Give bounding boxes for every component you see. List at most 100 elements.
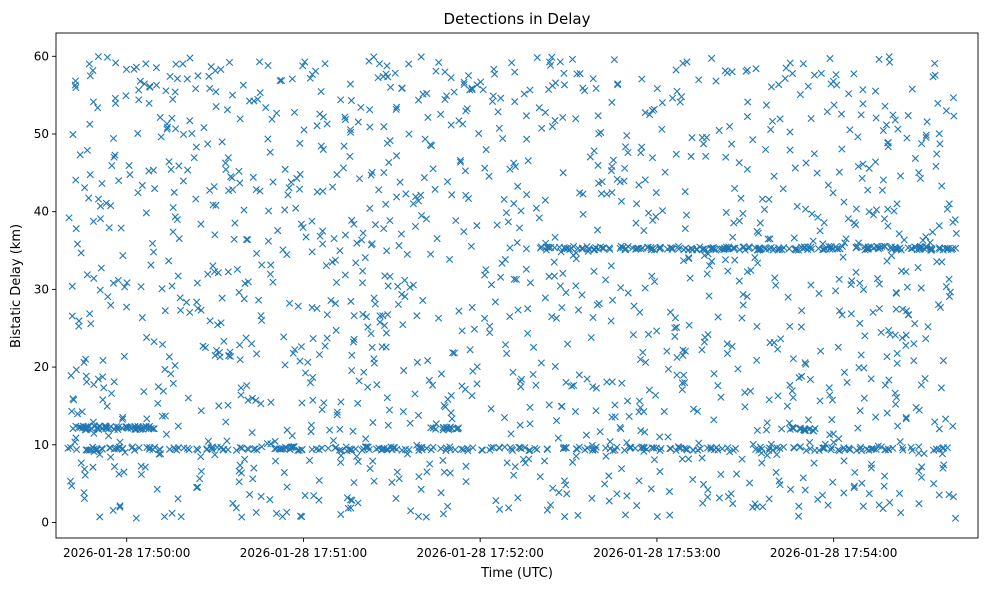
data-point bbox=[894, 125, 902, 133]
data-point bbox=[886, 330, 894, 339]
data-point bbox=[641, 428, 649, 436]
data-point bbox=[902, 341, 910, 349]
data-point bbox=[281, 165, 289, 173]
data-point bbox=[641, 358, 650, 366]
data-point bbox=[810, 459, 818, 467]
data-point bbox=[893, 349, 901, 358]
data-point bbox=[316, 232, 324, 240]
data-point bbox=[789, 355, 797, 363]
data-point bbox=[110, 463, 119, 471]
data-point bbox=[683, 446, 691, 454]
data-point bbox=[415, 472, 423, 481]
data-point bbox=[236, 341, 244, 349]
data-point bbox=[337, 398, 345, 406]
data-point bbox=[696, 445, 704, 453]
data-point bbox=[332, 278, 341, 287]
data-point bbox=[884, 138, 892, 147]
data-point bbox=[464, 71, 473, 80]
data-point bbox=[446, 469, 454, 477]
data-point bbox=[315, 476, 323, 485]
data-point bbox=[194, 72, 202, 80]
y-tick-label: 10 bbox=[34, 438, 49, 452]
data-point bbox=[533, 445, 541, 454]
data-point bbox=[551, 362, 559, 371]
data-point bbox=[431, 185, 439, 193]
data-point bbox=[359, 267, 367, 275]
data-point bbox=[302, 233, 310, 241]
data-point bbox=[394, 282, 402, 290]
data-point bbox=[152, 81, 161, 89]
data-point bbox=[520, 90, 528, 98]
data-point bbox=[724, 493, 733, 501]
data-point bbox=[603, 190, 611, 198]
data-point bbox=[783, 402, 791, 410]
data-point bbox=[840, 198, 848, 206]
data-point bbox=[896, 438, 904, 446]
data-point bbox=[424, 357, 432, 365]
data-point bbox=[366, 123, 374, 131]
data-point bbox=[99, 356, 107, 365]
data-point bbox=[810, 71, 819, 79]
data-point bbox=[104, 293, 112, 301]
data-point bbox=[511, 68, 519, 76]
data-point bbox=[403, 450, 412, 458]
data-point bbox=[123, 303, 131, 311]
data-point bbox=[500, 195, 508, 204]
data-point bbox=[935, 425, 943, 433]
data-point bbox=[241, 455, 249, 463]
x-tick-label: 2026-01-28 17:50:00 bbox=[63, 546, 190, 560]
data-point bbox=[350, 220, 358, 228]
data-point bbox=[200, 123, 208, 132]
data-point bbox=[911, 154, 920, 162]
data-point bbox=[506, 165, 514, 173]
data-point bbox=[336, 458, 345, 467]
data-point bbox=[378, 343, 386, 351]
data-point bbox=[348, 496, 356, 504]
data-point bbox=[268, 115, 276, 123]
data-point bbox=[80, 465, 89, 473]
data-point bbox=[704, 486, 712, 494]
data-point bbox=[107, 301, 115, 309]
data-point bbox=[83, 271, 91, 279]
data-point bbox=[312, 67, 320, 75]
data-point bbox=[177, 513, 185, 521]
data-point bbox=[299, 62, 307, 70]
data-point bbox=[572, 452, 580, 460]
data-point bbox=[355, 377, 363, 385]
data-point bbox=[940, 461, 948, 469]
data-point bbox=[460, 227, 468, 236]
data-point bbox=[481, 271, 489, 279]
data-point bbox=[273, 109, 281, 117]
data-point bbox=[204, 140, 212, 148]
data-point bbox=[281, 361, 289, 369]
data-point bbox=[858, 174, 866, 182]
data-point bbox=[87, 320, 95, 328]
data-point bbox=[658, 99, 666, 107]
data-point bbox=[611, 413, 619, 421]
data-point bbox=[486, 328, 494, 337]
data-point bbox=[592, 384, 601, 392]
data-point bbox=[937, 384, 945, 392]
data-point bbox=[579, 210, 587, 218]
data-point bbox=[212, 88, 220, 96]
data-point bbox=[263, 439, 272, 448]
data-point bbox=[775, 477, 783, 485]
data-point bbox=[237, 391, 245, 399]
data-point bbox=[226, 173, 235, 181]
data-point bbox=[405, 130, 413, 138]
data-point bbox=[384, 282, 392, 290]
data-point bbox=[339, 164, 348, 172]
data-point bbox=[769, 246, 777, 254]
data-point bbox=[854, 133, 862, 141]
data-point bbox=[350, 312, 358, 320]
data-point bbox=[110, 153, 118, 161]
data-point bbox=[746, 387, 755, 395]
data-point bbox=[891, 389, 899, 397]
data-point bbox=[661, 168, 669, 176]
data-point bbox=[131, 422, 139, 430]
data-point bbox=[100, 384, 108, 392]
data-point bbox=[897, 509, 905, 517]
data-point bbox=[759, 503, 767, 511]
data-point bbox=[211, 231, 219, 239]
data-point bbox=[625, 412, 633, 421]
